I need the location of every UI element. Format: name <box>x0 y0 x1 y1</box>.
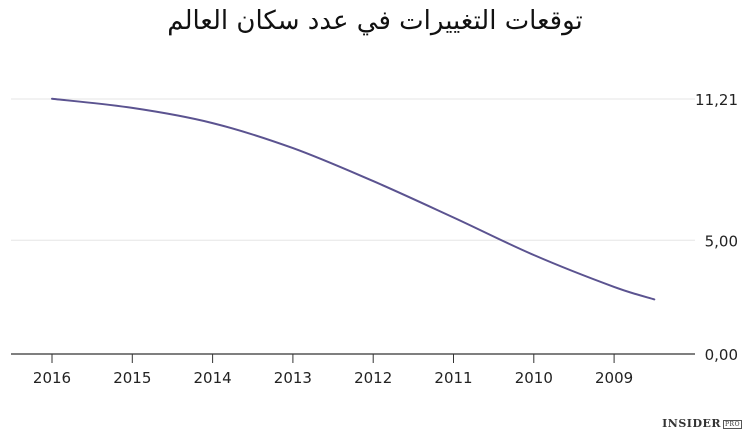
chart-title: توقعات التغييرات في عدد سكان العالم <box>167 6 583 36</box>
x-tick-label: 2011 <box>434 369 472 387</box>
x-tick-label: 2016 <box>33 369 71 387</box>
series-line <box>51 97 656 301</box>
x-tick-label: 2014 <box>194 369 232 387</box>
x-tick-label: 2012 <box>354 369 392 387</box>
y-tick-label: 0,00 <box>705 346 738 364</box>
x-tick-label: 2010 <box>515 369 553 387</box>
x-tick-label: 2013 <box>274 369 312 387</box>
brand-logo: INSIDER PRO <box>662 417 742 430</box>
brand-name: INSIDER <box>662 417 722 430</box>
x-tick-label: 2009 <box>595 369 633 387</box>
brand-badge: PRO <box>723 419 742 429</box>
y-tick-label: 5,00 <box>705 232 738 250</box>
y-tick-label: 11,21 <box>695 91 738 109</box>
x-tick-label: 2015 <box>113 369 151 387</box>
